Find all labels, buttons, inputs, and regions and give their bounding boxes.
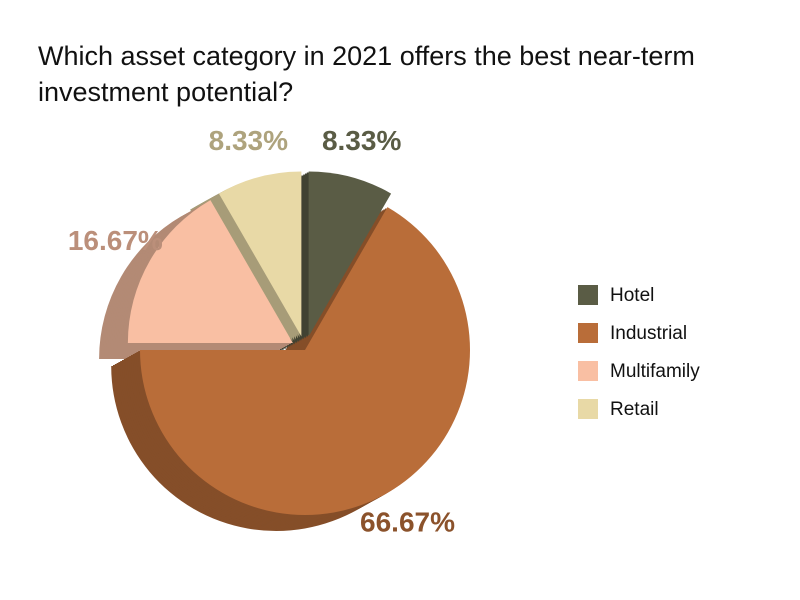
legend-label: Multifamily [610,361,700,382]
pie [99,171,470,531]
slice [140,207,470,515]
legend-label: Hotel [610,285,654,306]
legend-swatch [578,399,598,419]
legend-label: Retail [610,399,659,420]
legend-swatch [578,285,598,305]
legend-label: Industrial [610,323,687,344]
data-label: 16.67% [68,225,163,256]
data-label: 8.33% [322,125,401,156]
chart-title: Which asset category in 2021 offers the … [38,41,695,107]
slice [308,171,392,337]
legend-swatch [578,361,598,381]
slice [127,200,293,343]
data-label: 66.67% [360,506,455,537]
legend-swatch [578,323,598,343]
data-label: 8.33% [209,125,288,156]
slice [218,171,302,337]
